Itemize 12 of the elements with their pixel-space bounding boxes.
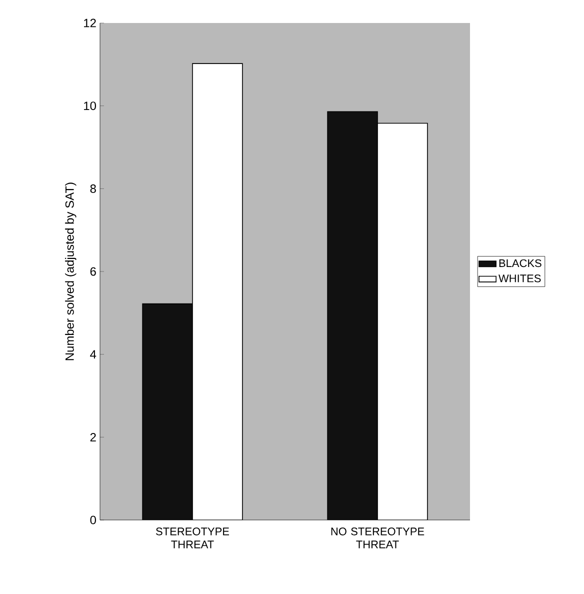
y-axis-title: Number solved (adjusted by SAT) [65,182,76,360]
y-tick-label: 10 [84,102,96,110]
y-tick-label: 0 [90,516,96,524]
legend-label: WHITES [498,274,541,282]
y-tick-label: 8 [90,184,96,193]
y-tick-label: 4 [90,350,96,358]
x-tick-label: STEREOTYPE THREAT [156,528,229,548]
y-tick-label: 6 [90,267,96,276]
y-tick-label: 12 [84,18,96,28]
y-tick-label: 2 [90,432,96,442]
legend-label: BLACKS [499,259,542,268]
x-tick-label: NO STEREOTYPE THREAT [331,528,424,548]
